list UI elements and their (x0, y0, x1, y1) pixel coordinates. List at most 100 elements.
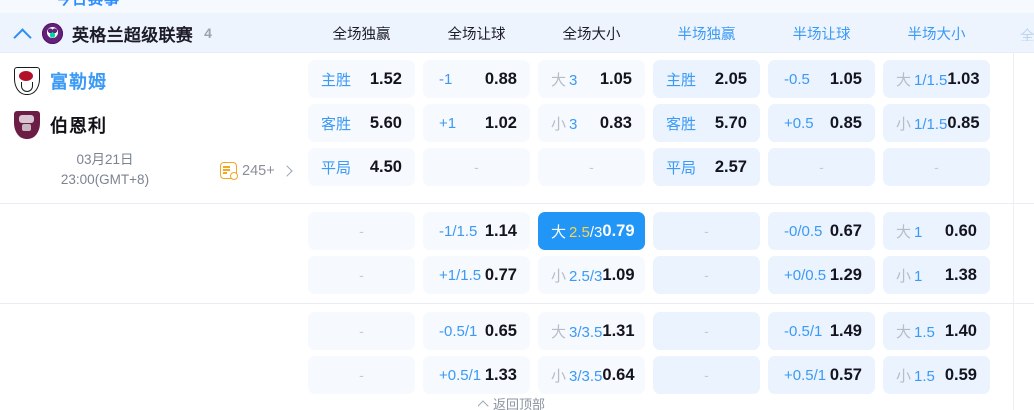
odds-cell-label: 平局 (308, 157, 351, 178)
odds-cell[interactable]: -0/0.5 0.67 (768, 212, 875, 250)
odds-line-label: 3/3.5 (569, 323, 603, 341)
odds-selection-label: 大 (896, 323, 912, 341)
match-info-panel[interactable]: 富勒姆 伯恩利 03月21日 23:00(GMT+8) 245+ (0, 54, 300, 199)
odds-empty-placeholder: - (819, 159, 824, 175)
odds-cell[interactable]: -0.5/1 0.65 (423, 312, 530, 350)
odds-line-label: +0.5/1 (439, 366, 482, 384)
odds-cell: - (308, 312, 415, 350)
odds-empty-placeholder: - (359, 223, 364, 239)
league-name: 英格兰超级联赛 (72, 25, 194, 45)
odds-cell[interactable]: 平局 4.50 (308, 148, 415, 186)
odds-value: 1.52 (369, 69, 402, 88)
odds-cell[interactable]: 主胜 2.05 (653, 60, 760, 98)
league-header-row[interactable]: 英格兰超级联赛 4 (0, 13, 1034, 53)
chevron-up-icon[interactable] (10, 20, 36, 46)
odds-cell[interactable]: +0.5 0.85 (768, 104, 875, 142)
odds-cell-label: -0.5/1 (423, 323, 477, 340)
odds-value: 0.57 (829, 365, 862, 384)
odds-value: 0.77 (484, 265, 517, 284)
match-stats-chip[interactable]: 245+ (220, 162, 294, 180)
odds-selection-label: 小 (551, 115, 567, 133)
odds-cell-label: +0.5 (768, 115, 814, 132)
odds-cell[interactable]: 大 2.5/3 0.79 (538, 212, 645, 250)
odds-cell[interactable]: 大 1/1.5 1.03 (883, 60, 990, 98)
odds-line-label: -1 (439, 70, 453, 88)
home-team-name: 富勒姆 (50, 72, 107, 92)
column-header-full-handicap[interactable]: 全场让球 (447, 26, 506, 43)
odds-cell[interactable]: 主胜 1.52 (308, 60, 415, 98)
odds-cell[interactable]: 小 1/1.5 0.85 (883, 104, 990, 142)
odds-selection-label: 平局 (666, 159, 697, 177)
stats-icon (220, 162, 238, 180)
odds-cell[interactable]: 客胜 5.60 (308, 104, 415, 142)
odds-cell[interactable]: 大 1.5 1.40 (883, 312, 990, 350)
odds-cell-label: +1/1.5 (423, 267, 481, 284)
odds-cell[interactable]: 小 1.5 0.59 (883, 356, 990, 394)
match-datetime: 03月21日 23:00(GMT+8) (0, 150, 210, 190)
odds-cell-label: +1 (423, 115, 456, 132)
away-team-name: 伯恩利 (50, 116, 107, 136)
odds-cell[interactable]: 大 1 0.60 (883, 212, 990, 250)
odds-cell[interactable]: 小 2.5/3 1.09 (538, 256, 645, 294)
odds-empty-placeholder: - (704, 267, 709, 283)
odds-cell[interactable]: 大 3 1.05 (538, 60, 645, 98)
odds-selection-label: 主胜 (321, 71, 352, 89)
odds-line-label: +1 (439, 114, 457, 132)
back-to-top-button[interactable]: 返回顶部 (478, 396, 608, 410)
odds-line-label: -0.5/1 (784, 322, 823, 340)
league-header-left[interactable]: 英格兰超级联赛 4 (0, 13, 300, 53)
odds-value: 0.64 (602, 365, 635, 384)
odds-line-label: +0.5 (784, 114, 814, 132)
column-header-full-1x2[interactable]: 全场独赢 (332, 26, 391, 43)
odds-cell[interactable]: 小 3/3.5 0.64 (538, 356, 645, 394)
column-header-half-1x2[interactable]: 半场独赢 (677, 26, 736, 43)
odds-line-label: 1 (914, 267, 923, 285)
odds-cell[interactable]: 小 1 1.38 (883, 256, 990, 294)
odds-value: 2.57 (714, 157, 747, 176)
column-header-clipped[interactable]: 全 (1020, 29, 1034, 41)
odds-selection-label: 小 (896, 267, 912, 285)
odds-cell: - (308, 256, 415, 294)
odds-cell-label: 主胜 (308, 69, 351, 90)
match-date: 03月21日 (76, 152, 134, 167)
odds-cell[interactable]: +0.5/1 1.33 (423, 356, 530, 394)
column-header-half-totals[interactable]: 半场大小 (907, 26, 966, 43)
odds-cell[interactable]: 小 3 0.83 (538, 104, 645, 142)
odds-cell[interactable]: 大 3/3.5 1.31 (538, 312, 645, 350)
odds-cell-label: 大 3/3.5 (538, 321, 602, 342)
odds-cell-label: 主胜 (653, 69, 696, 90)
odds-cell[interactable]: +1 1.02 (423, 104, 530, 142)
odds-selection-label: 小 (896, 115, 912, 133)
clipped-top-heading-text: 今日赛事 (56, 0, 120, 9)
right-column-divider (1013, 53, 1014, 410)
odds-cell-label: 小 1/1.5 (883, 113, 947, 134)
odds-selection-label: 平局 (321, 159, 352, 177)
match-time: 23:00(GMT+8) (60, 172, 150, 187)
odds-value: 5.70 (714, 113, 747, 132)
odds-cell[interactable]: 平局 2.57 (653, 148, 760, 186)
odds-cell[interactable]: +1/1.5 0.77 (423, 256, 530, 294)
odds-cell: - (653, 312, 760, 350)
odds-line-tail: /3 (589, 223, 603, 241)
odds-cell-label: -0.5 (768, 71, 810, 88)
odds-empty-placeholder: - (359, 267, 364, 283)
odds-line-label: 3 (569, 71, 578, 89)
column-header-full-totals[interactable]: 全场大小 (562, 26, 621, 43)
away-team-row[interactable]: 伯恩利 (0, 108, 107, 142)
odds-cell[interactable]: -0.5/1 1.49 (768, 312, 875, 350)
odds-cell[interactable]: -1/1.5 1.14 (423, 212, 530, 250)
odds-cell-label: 小 1.5 (883, 365, 935, 386)
column-header-half-handicap[interactable]: 半场让球 (792, 26, 851, 43)
odds-cell[interactable]: +0.5/1 0.57 (768, 356, 875, 394)
odds-empty-placeholder: - (359, 323, 364, 339)
odds-selection-label: 大 (551, 323, 567, 341)
odds-cell[interactable]: +0/0.5 1.29 (768, 256, 875, 294)
home-team-row[interactable]: 富勒姆 (0, 64, 107, 98)
odds-line-label: 1 (914, 223, 923, 241)
odds-cell[interactable]: -1 0.88 (423, 60, 530, 98)
odds-cell[interactable]: -0.5 1.05 (768, 60, 875, 98)
chevron-right-icon[interactable] (280, 164, 294, 178)
odds-cell[interactable]: 客胜 5.70 (653, 104, 760, 142)
burnley-crest-icon (14, 111, 40, 139)
